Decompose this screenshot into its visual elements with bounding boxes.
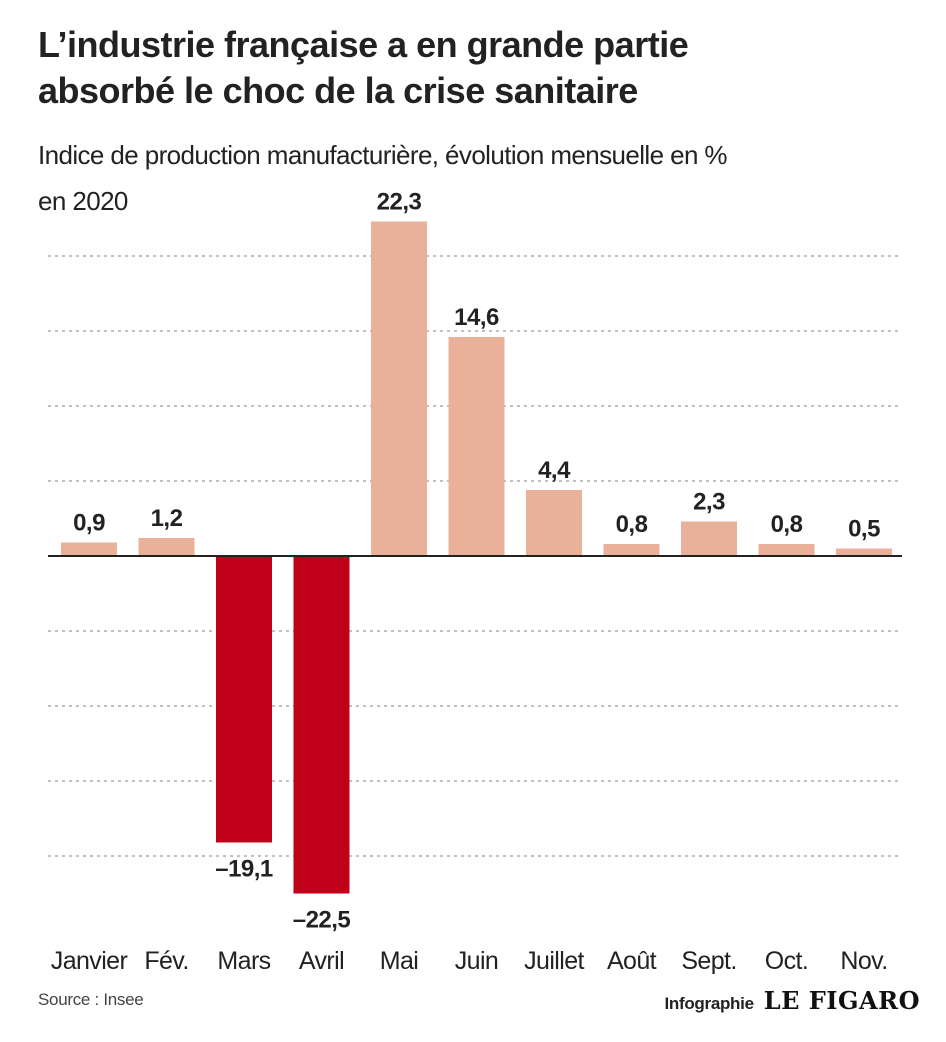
value-label: 0,5 — [848, 516, 880, 543]
subtitle-line-2: en 2020 — [38, 186, 128, 216]
value-label: 22,3 — [377, 189, 422, 216]
value-label: –22,5 — [293, 907, 351, 934]
bars — [61, 221, 892, 894]
x-tick-label: Nov. — [840, 947, 887, 975]
x-tick-label: Avril — [299, 947, 344, 975]
le-figaro-logo: LE FIGARO — [763, 986, 920, 1015]
value-label: 2,3 — [693, 489, 725, 516]
chart-subtitle: Indice de production manufacturière, évo… — [38, 132, 928, 224]
value-label: 0,9 — [73, 510, 105, 537]
bar-oct — [758, 544, 815, 556]
value-label: 0,8 — [771, 511, 803, 538]
x-tick-label: Juin — [455, 947, 498, 975]
bar-janvier — [61, 542, 117, 556]
x-axis-labels: Janvier Fév. Mars Avril Mai Juin Juillet Août Se… — [51, 947, 888, 975]
value-label: 1,2 — [151, 505, 183, 532]
x-tick-label: Mai — [380, 947, 418, 975]
bar-juillet — [526, 490, 582, 556]
bar-fév — [138, 538, 195, 556]
bar-mars — [216, 556, 272, 843]
x-tick-label: Juillet — [524, 947, 584, 975]
credit-label: Infographie — [664, 994, 754, 1013]
value-label: 0,8 — [616, 511, 648, 538]
bar-juin — [448, 337, 505, 556]
credit: Infographie LE FIGARO — [664, 986, 920, 1015]
chart-title: L’industrie française a en grande partie… — [38, 22, 928, 114]
title-line-1: L’industrie française a en grande partie — [38, 24, 689, 65]
x-tick-label: Août — [607, 947, 657, 975]
bar-mai — [371, 221, 427, 556]
x-tick-label: Janvier — [51, 947, 128, 975]
subtitle-line-1: Indice de production manufacturière, évo… — [38, 140, 728, 170]
bar-août — [603, 544, 660, 556]
x-tick-label: Mars — [217, 947, 270, 975]
title-line-2: absorbé le choc de la crise sanitaire — [38, 70, 638, 111]
bar-sept — [681, 521, 737, 556]
value-labels: 0,9 1,2 –19,1 –22,5 22,3 14,6 4,4 0,8 2,3 0,8 0,5 — [73, 189, 881, 934]
value-label: 4,4 — [538, 457, 571, 484]
x-tick-label: Fév. — [144, 947, 188, 975]
bar-nov — [836, 548, 892, 556]
bar-avril — [293, 556, 350, 894]
grid-lines — [48, 255, 902, 857]
x-tick-label: Sept. — [681, 947, 736, 975]
value-label: –19,1 — [215, 856, 273, 883]
x-tick-label: Oct. — [765, 947, 808, 975]
value-label: 14,6 — [454, 304, 499, 331]
source-note: Source : Insee — [38, 990, 144, 1009]
